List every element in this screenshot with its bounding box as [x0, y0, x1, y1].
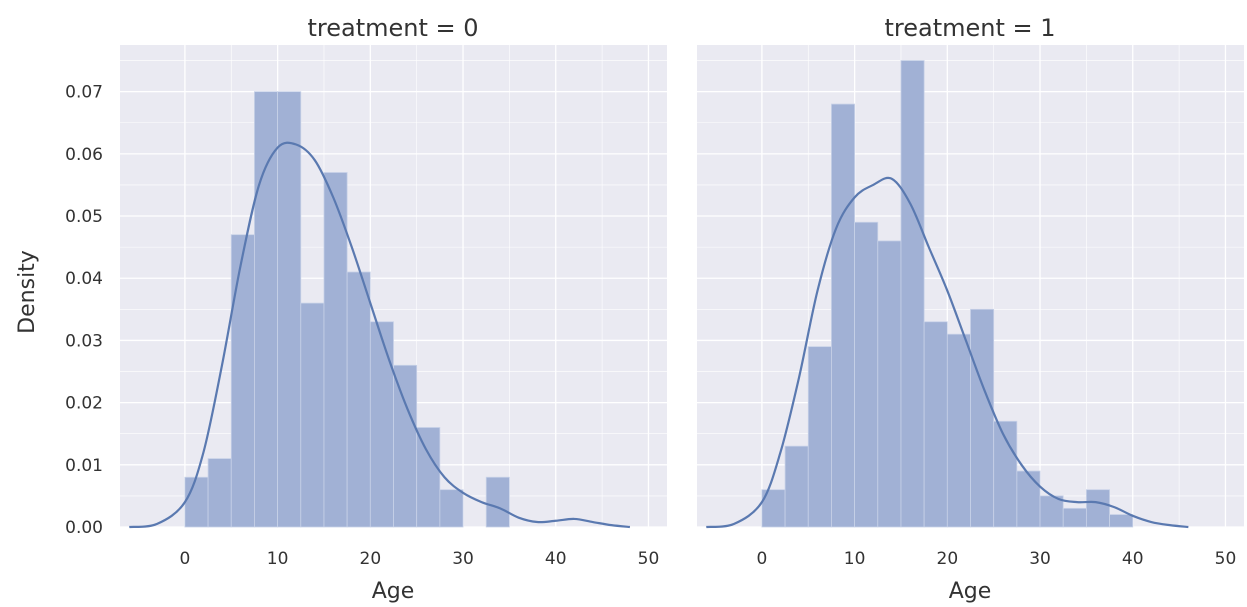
x-tick-label-4: 40 [545, 549, 567, 569]
histogram-bar-11 [439, 489, 464, 528]
histogram-bar-7 [923, 321, 948, 528]
histogram-bar-1 [784, 445, 809, 528]
histogram-bar-3 [831, 103, 856, 528]
x-tick-label-1: 10 [844, 549, 866, 569]
panel-treatment-0: 0 10 20 30 40 50 treatment = 0 Age [120, 14, 667, 604]
histogram-bars [761, 60, 1134, 528]
histogram-bar-4 [854, 221, 879, 528]
panel-title: treatment = 0 [307, 14, 478, 42]
histogram-bar-8 [946, 333, 971, 528]
x-tick-label-5: 50 [638, 549, 660, 569]
y-tick-label-2: 0.02 [65, 394, 103, 414]
y-tick-label-0: 0.00 [65, 518, 103, 538]
y-tick-label-3: 0.03 [65, 331, 103, 351]
x-tick-labels: 0 10 20 30 40 50 [179, 549, 659, 569]
x-tick-label-1: 10 [267, 549, 289, 569]
histogram-bar-13 [1062, 507, 1087, 528]
y-tick-label-5: 0.05 [65, 207, 103, 227]
y-tick-labels: 0.00 0.01 0.02 0.03 0.04 0.05 0.06 0.07 [65, 83, 103, 538]
x-tick-label-3: 30 [1029, 549, 1051, 569]
histogram-bar-3 [254, 91, 279, 528]
histogram-bar-9 [970, 308, 995, 528]
y-tick-label-7: 0.07 [65, 83, 103, 103]
x-axis-label: Age [949, 579, 992, 604]
histogram-bar-9 [393, 364, 418, 528]
x-tick-label-0: 0 [756, 549, 767, 569]
histogram-bar-5 [300, 302, 325, 528]
histogram-bar-6 [900, 60, 925, 528]
x-axis-label: Age [372, 579, 415, 604]
histogram-bar-1 [207, 458, 232, 528]
x-tick-label-2: 20 [937, 549, 959, 569]
histogram-bar-4 [277, 91, 302, 528]
x-tick-label-5: 50 [1215, 549, 1237, 569]
panel-treatment-1: 0 10 20 30 40 50 treatment = 1 Age [697, 14, 1244, 604]
histogram-bar-13 [485, 476, 510, 528]
histogram-bar-15 [1109, 514, 1134, 528]
histogram-bar-5 [877, 240, 902, 528]
histogram-bar-11 [1016, 470, 1041, 528]
x-tick-label-3: 30 [452, 549, 474, 569]
y-tick-label-6: 0.06 [65, 145, 103, 165]
y-axis-label: Density [15, 250, 40, 334]
histogram-bar-7 [346, 271, 371, 528]
histogram-bar-0 [184, 476, 209, 528]
x-tick-label-4: 40 [1122, 549, 1144, 569]
y-tick-label-4: 0.04 [65, 269, 103, 289]
x-tick-label-2: 20 [360, 549, 382, 569]
histogram-bar-2 [230, 234, 255, 528]
panel-title: treatment = 1 [884, 14, 1055, 42]
kde-line [706, 176, 1189, 529]
kde-line [129, 141, 631, 529]
x-tick-labels: 0 10 20 30 40 50 [756, 549, 1236, 569]
histogram-bar-8 [369, 321, 394, 528]
histogram-bar-10 [416, 427, 441, 528]
histogram-bar-14 [1085, 489, 1110, 528]
x-tick-label-0: 0 [179, 549, 190, 569]
histogram-bar-2 [807, 346, 832, 528]
y-tick-label-1: 0.01 [65, 456, 103, 476]
histogram-bars [184, 91, 510, 528]
